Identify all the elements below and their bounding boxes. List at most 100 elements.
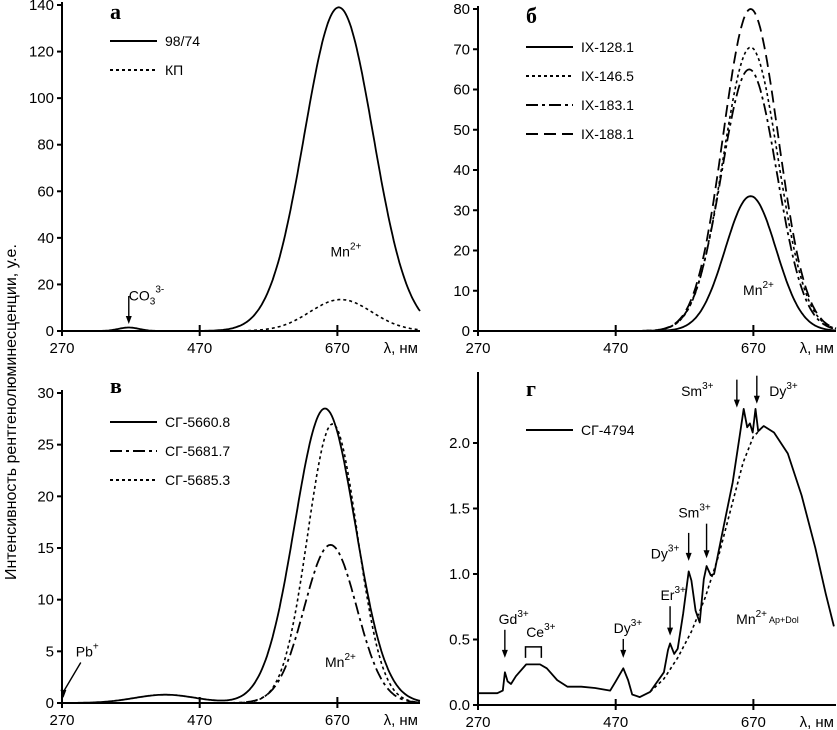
series-line	[649, 429, 761, 693]
annotation-label-main: Mn	[743, 282, 762, 298]
arrow-shaft	[62, 662, 82, 693]
x-tick-label: 270	[465, 340, 490, 357]
legend-label: СГ-5660.8	[165, 414, 230, 430]
panel-label: г	[526, 376, 536, 401]
series-line	[62, 298, 421, 332]
y-tick-label: 20	[37, 488, 54, 505]
y-tick-label: 70	[453, 41, 470, 58]
panel-label: в	[110, 373, 122, 398]
y-tick-label: 5	[46, 643, 54, 660]
annotation-label-sup: 2+	[763, 280, 775, 291]
annotation-label: Dy3+	[614, 618, 643, 636]
x-tick-label: 470	[603, 714, 628, 730]
annotation-label-sup: 3-	[155, 285, 164, 296]
arrow-head-icon	[667, 627, 674, 636]
annotation-label-sup: 3+	[668, 543, 680, 554]
x-tick-label: 270	[465, 714, 490, 730]
annotation-label-sup: 2+	[756, 609, 768, 620]
x-tick-label: 270	[49, 340, 74, 357]
series-line	[62, 407, 421, 704]
y-tick-label: 25	[37, 437, 54, 454]
series-line	[478, 195, 837, 332]
x-tick-label: 470	[187, 712, 212, 729]
y-tick-label: 1.5	[449, 501, 470, 518]
series-line	[62, 6, 421, 332]
y-tick-label: 0	[46, 323, 54, 340]
annotation-label-main: Mn	[736, 611, 755, 627]
annotation-label-main: Dy	[651, 545, 668, 561]
y-tick-label: 140	[29, 0, 54, 14]
annotation-label-main: Dy	[769, 383, 786, 399]
annotation-label-sup: 3+	[544, 622, 556, 633]
arrow-head-icon	[753, 395, 760, 404]
y-tick-label: 0.0	[449, 697, 470, 714]
y-tick-label: 0	[462, 323, 470, 340]
y-tick-label: 80	[453, 1, 470, 18]
annotation-label: Gd3+	[499, 609, 529, 627]
annotation-label: Mn2+ Ap+Dol	[736, 609, 799, 627]
y-axis-label: Интенсивность рентгенолюминесценции, у.е…	[3, 244, 20, 580]
x-axis-label: λ, нм	[384, 340, 418, 357]
annotation-label-sup: 3+	[702, 381, 714, 392]
legend-label: СГ-5685.3	[165, 472, 230, 488]
annotation-label-sup: 3+	[786, 381, 798, 392]
panel-c: 0 5 10 15 20 25 30 270 470 670 λ, нм в СГ-5660.8 СГ-5…	[37, 373, 421, 729]
series-line	[478, 46, 837, 332]
y-tick-label: 10	[453, 283, 470, 300]
series-line	[478, 8, 837, 332]
x-tick-label: 270	[49, 712, 74, 729]
arrow-head-icon	[685, 552, 692, 561]
y-tick-label: 80	[37, 137, 54, 154]
panel-label: а	[110, 0, 121, 24]
y-tick-label: 120	[29, 44, 54, 61]
annotation-label: Mn2+	[331, 241, 362, 259]
annotation-label-main: Gd	[499, 611, 518, 627]
series-line	[478, 68, 837, 332]
annotation-label-main: Mn	[331, 243, 350, 259]
arrow-head-icon	[620, 649, 627, 658]
annotation-label: CO33-	[129, 285, 164, 308]
legend-label: IX-128.1	[581, 39, 634, 55]
x-axis-label: λ, нм	[384, 712, 418, 729]
y-tick-label: 1.0	[449, 566, 470, 583]
y-tick-label: 2.0	[449, 435, 470, 452]
series-line	[62, 423, 421, 704]
annotation-label-sup: 3+	[699, 503, 711, 514]
annotation-label-sup: 3+	[631, 618, 643, 629]
x-tick-label: 470	[187, 340, 212, 357]
y-tick-label: 30	[37, 385, 54, 402]
panel-a: 0 20 40 60 80 100 120 140 270 470 670 λ, нм а 98/74 КП…	[29, 0, 421, 357]
annotation-label-sup: 3+	[674, 585, 686, 596]
y-tick-label: 15	[37, 540, 54, 557]
annotation-label-sup: 3+	[517, 609, 529, 620]
annotation-label-main: Sm	[681, 383, 702, 399]
annotation-label-main: Sm	[678, 505, 699, 521]
arrow-head-icon	[501, 649, 508, 658]
y-tick-label: 50	[453, 122, 470, 139]
annotation-label: Er3+	[660, 585, 686, 603]
annotation-label-main: Mn	[325, 654, 344, 670]
y-tick-label: 40	[453, 162, 470, 179]
arrow-head-icon	[125, 316, 132, 325]
annotation-label-main: Er	[660, 587, 674, 603]
arrow-head-icon	[703, 550, 710, 559]
legend-label: СГ-5681.7	[165, 443, 230, 459]
y-tick-label: 30	[453, 202, 470, 219]
y-tick-label: 10	[37, 592, 54, 609]
annotation-label-main: Dy	[614, 620, 631, 636]
annotation-label-sub: 3	[150, 297, 156, 308]
annotation-label: Ce3+	[526, 622, 555, 640]
y-tick-label: 40	[37, 230, 54, 247]
series-line	[62, 544, 420, 704]
panel-b: 0 10 20 30 40 50 60 70 80 270 470 670 λ, нм б IX-128.1…	[453, 1, 837, 357]
annotation-label-note: Ap+Dol	[767, 615, 799, 625]
series-line	[478, 408, 835, 698]
annotation-label: Pb+	[76, 642, 99, 660]
arrow-head-icon	[60, 689, 67, 698]
annotation-label-sup: +	[93, 642, 99, 653]
annotation-label-main: Pb	[76, 644, 93, 660]
annotation-label: Sm3+	[678, 503, 711, 521]
legend-label: IX-183.1	[581, 97, 634, 113]
annotation-label: Sm3+	[681, 381, 714, 399]
legend-label: СГ-4794	[581, 422, 635, 438]
